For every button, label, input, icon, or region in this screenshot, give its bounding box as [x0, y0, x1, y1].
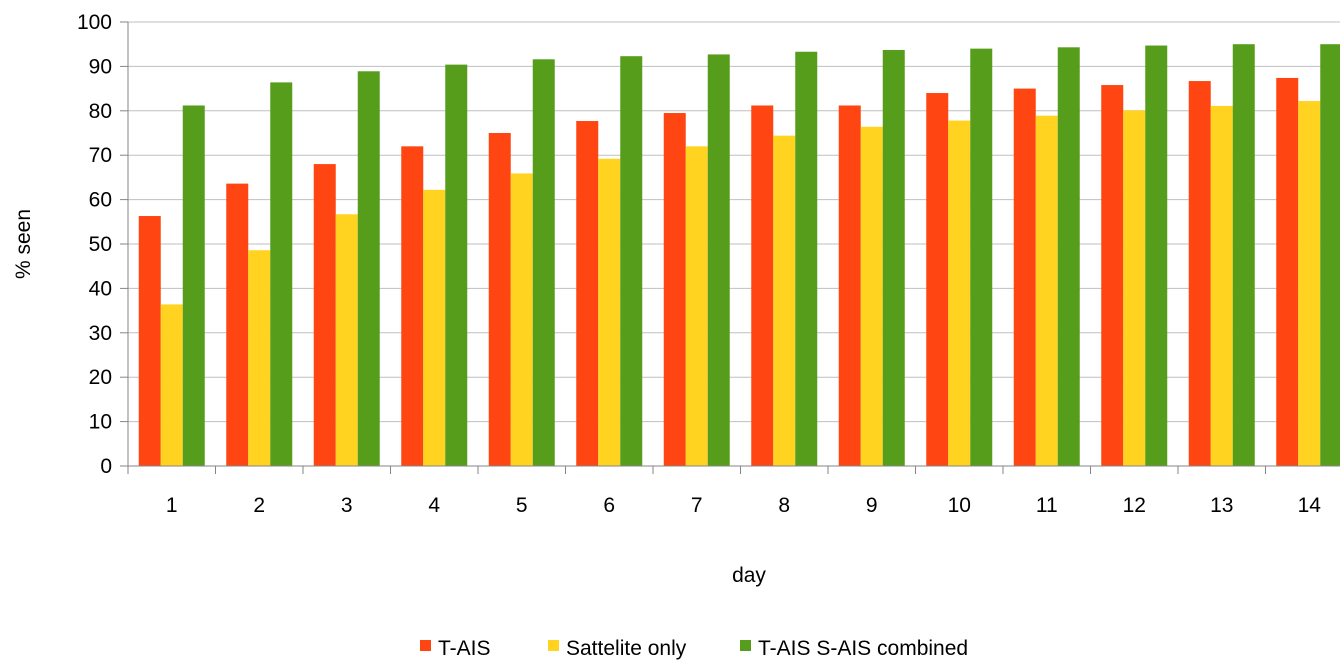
- bar-t-ais-s-ais-combined-day-5: [532, 59, 555, 467]
- y-tick-label: 90: [89, 55, 112, 78]
- y-tick-label: 20: [89, 366, 112, 389]
- bar-sattelite-only-day-11: [1035, 115, 1058, 467]
- bar-t-ais-day-6: [576, 121, 599, 467]
- bar-sattelite-only-day-13: [1210, 105, 1233, 466]
- y-tick-label: 60: [89, 189, 112, 212]
- bar-t-ais-s-ais-combined-day-6: [620, 56, 643, 467]
- x-tick-label: 10: [948, 494, 971, 517]
- bar-t-ais-s-ais-combined-day-13: [1232, 44, 1255, 466]
- x-tick-label: 13: [1210, 494, 1233, 517]
- bar-sattelite-only-day-2: [248, 250, 271, 466]
- bar-t-ais-day-5: [488, 133, 511, 466]
- bar-t-ais-s-ais-combined-day-3: [357, 71, 380, 466]
- y-tick-label: 0: [100, 455, 112, 478]
- bar-t-ais-s-ais-combined-day-12: [1145, 45, 1168, 466]
- x-tick-labels: 1 2 3 4 5 6 7 8 9 10 11 12 13 14: [166, 494, 1321, 517]
- x-tick-label: 9: [866, 494, 878, 517]
- bar-t-ais-s-ais-combined-day-7: [707, 54, 730, 467]
- bar-t-ais-day-3: [313, 164, 336, 466]
- y-tick-label: 70: [89, 144, 112, 167]
- x-tick-label: 3: [341, 494, 353, 517]
- x-axis-title: day: [732, 564, 766, 587]
- y-tick-label: 10: [89, 411, 112, 434]
- y-tick-label: 50: [89, 233, 112, 256]
- x-tick-label: 6: [603, 494, 615, 517]
- bars: [138, 44, 1340, 467]
- bar-t-ais-s-ais-combined-day-1: [182, 105, 205, 467]
- bar-t-ais-s-ais-combined-day-4: [445, 64, 468, 467]
- x-tick-label: 7: [691, 494, 703, 517]
- legend-label: T-AIS: [438, 637, 491, 660]
- y-tick-label: 30: [89, 322, 112, 345]
- legend-label: T-AIS S-AIS combined: [758, 637, 968, 660]
- x-tick-label: 5: [516, 494, 528, 517]
- x-tick-label: 2: [253, 494, 265, 517]
- x-tick-label: 14: [1298, 494, 1322, 517]
- bar-sattelite-only-day-9: [860, 126, 883, 466]
- legend-label: Sattelite only: [566, 637, 687, 660]
- bar-sattelite-only-day-3: [335, 214, 358, 466]
- y-tick-label: 100: [77, 11, 112, 34]
- legend-swatch: [420, 640, 431, 651]
- bar-t-ais-day-12: [1101, 85, 1124, 466]
- bar-t-ais-s-ais-combined-day-2: [270, 82, 293, 466]
- bar-t-ais-day-1: [138, 216, 161, 466]
- y-tick-labels: 0 10 20 30 40 50 60 70 80 90 100: [77, 11, 112, 478]
- y-tick-label: 80: [89, 100, 112, 123]
- bar-t-ais-day-8: [751, 105, 774, 467]
- x-tick-label: 8: [778, 494, 790, 517]
- x-tick-label: 1: [166, 494, 178, 517]
- bar-sattelite-only-day-14: [1298, 101, 1321, 467]
- bar-t-ais-s-ais-combined-day-8: [795, 51, 818, 467]
- y-tick-label: 40: [89, 277, 112, 300]
- bar-t-ais-day-10: [926, 93, 949, 466]
- bar-sattelite-only-day-5: [510, 173, 533, 467]
- y-axis-title: % seen: [12, 209, 35, 279]
- bar-t-ais-s-ais-combined-day-14: [1320, 44, 1340, 466]
- x-tick-label: 4: [428, 494, 440, 517]
- bar-sattelite-only-day-1: [160, 304, 183, 466]
- bar-t-ais-day-2: [226, 183, 249, 466]
- bar-t-ais-day-4: [401, 146, 424, 466]
- bar-t-ais-s-ais-combined-day-9: [882, 49, 905, 467]
- legend-swatch: [740, 640, 751, 651]
- legend: T-AIS Sattelite only T-AIS S-AIS combined: [420, 637, 968, 660]
- x-tick-label: 11: [1036, 494, 1058, 517]
- axes: [127, 22, 1340, 474]
- bar-sattelite-only-day-7: [685, 146, 708, 466]
- bar-t-ais-day-11: [1013, 88, 1036, 466]
- bar-t-ais-s-ais-combined-day-11: [1057, 47, 1080, 467]
- bar-t-ais-day-14: [1276, 77, 1299, 466]
- bar-sattelite-only-day-8: [773, 135, 796, 466]
- bar-sattelite-only-day-12: [1123, 110, 1146, 466]
- bar-t-ais-day-7: [663, 113, 686, 467]
- x-tick-label: 12: [1123, 494, 1146, 517]
- bar-t-ais-day-9: [838, 105, 861, 467]
- legend-swatch: [548, 640, 559, 651]
- bar-sattelite-only-day-4: [423, 189, 446, 466]
- bar-sattelite-only-day-6: [598, 158, 621, 466]
- bar-sattelite-only-day-10: [948, 120, 971, 467]
- bar-t-ais-day-13: [1188, 81, 1211, 466]
- bar-t-ais-s-ais-combined-day-10: [970, 48, 993, 466]
